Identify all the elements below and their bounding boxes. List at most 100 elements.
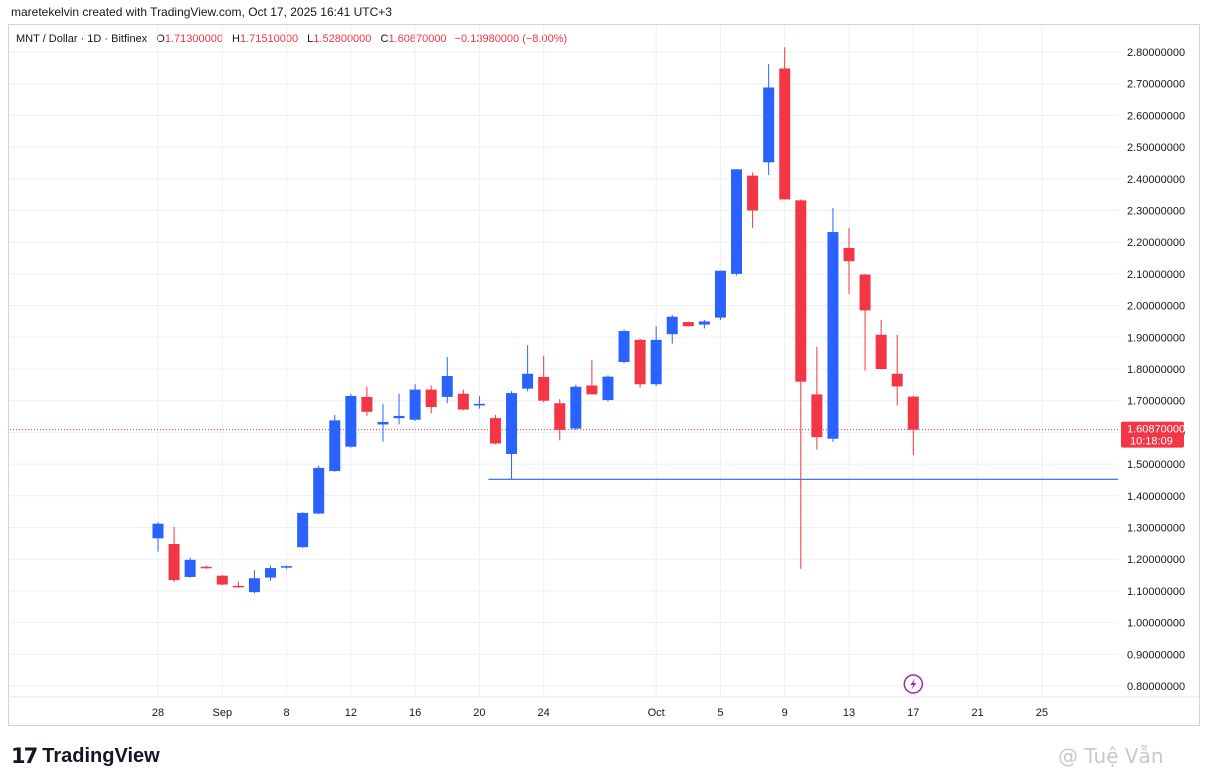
candle xyxy=(297,512,309,548)
candle xyxy=(345,393,357,448)
candle-body xyxy=(570,386,582,429)
candle xyxy=(377,403,389,442)
price-tick-label: 0.80000000 xyxy=(1127,681,1185,693)
candle-body xyxy=(747,175,759,211)
price-axis[interactable]: 2.80000000 2.70000000 2.60000000 2.50000000… xyxy=(1127,47,1185,693)
candle-body xyxy=(843,247,855,262)
candle-body xyxy=(827,232,839,439)
candle-body xyxy=(457,393,469,410)
watermark-text: Tuệ Vẫn xyxy=(1084,744,1164,768)
candle-body xyxy=(329,420,341,472)
candle-body xyxy=(425,389,437,408)
candle xyxy=(457,389,469,411)
time-tick-label: 9 xyxy=(782,707,788,719)
candle-body xyxy=(409,389,421,420)
time-tick-label: Oct xyxy=(648,707,665,719)
candle-body xyxy=(859,274,871,311)
candle xyxy=(554,399,566,441)
candle xyxy=(795,199,807,569)
candle xyxy=(361,386,373,416)
price-tag-countdown: 10:18:09 xyxy=(1130,436,1173,448)
open-label: O xyxy=(156,33,165,45)
time-tick-label: Sep xyxy=(212,707,232,719)
open-value: 1.71300000 xyxy=(164,33,223,45)
candle xyxy=(714,270,726,320)
candle-body xyxy=(554,403,566,430)
candle-body xyxy=(232,585,244,588)
candle xyxy=(570,384,582,430)
price-tick-label: 2.10000000 xyxy=(1127,269,1185,281)
time-tick-label: 5 xyxy=(717,707,723,719)
price-tick-label: 1.30000000 xyxy=(1127,523,1185,535)
candle-body xyxy=(891,373,903,387)
candle-body xyxy=(522,373,534,389)
candle-body xyxy=(602,376,614,401)
candle-body xyxy=(907,396,919,430)
price-tick-label: 1.10000000 xyxy=(1127,586,1185,598)
candle xyxy=(184,557,196,578)
candle-body xyxy=(200,566,212,569)
candle-body xyxy=(441,375,453,397)
candle xyxy=(618,329,630,364)
grid-lines xyxy=(10,26,1199,698)
candle xyxy=(425,385,437,414)
candle xyxy=(473,395,485,409)
candle xyxy=(248,570,260,594)
candle xyxy=(216,575,228,586)
price-tick-label: 1.90000000 xyxy=(1127,332,1185,344)
candle-body xyxy=(795,200,807,382)
candle xyxy=(827,207,839,442)
candle xyxy=(891,334,903,406)
candle-body xyxy=(506,393,518,454)
lightning-icon[interactable] xyxy=(903,674,924,694)
candle xyxy=(152,522,164,552)
current-price-tag: 1.60870000 10:18:09 xyxy=(1121,421,1185,448)
candle-body xyxy=(489,418,501,444)
candle-body xyxy=(811,394,823,438)
time-tick-label: 8 xyxy=(283,707,289,719)
candle-body xyxy=(473,403,485,406)
candle xyxy=(489,414,501,445)
candle-body xyxy=(248,578,260,593)
candle xyxy=(779,47,791,200)
price-tick-label: 0.90000000 xyxy=(1127,649,1185,661)
price-tick-label: 1.50000000 xyxy=(1127,459,1185,471)
candle-body xyxy=(875,334,887,369)
low-label: L xyxy=(307,33,314,45)
price-tick-label: 1.80000000 xyxy=(1127,364,1185,376)
candle xyxy=(650,326,662,387)
candle-body xyxy=(763,87,775,163)
candle xyxy=(281,565,293,569)
candle-body xyxy=(377,421,389,425)
candle xyxy=(586,360,598,395)
price-tick-label: 1.20000000 xyxy=(1127,554,1185,566)
price-tick-label: 2.60000000 xyxy=(1127,110,1185,122)
tradingview-logo[interactable]: 17 TradingView xyxy=(11,744,160,768)
candle xyxy=(763,64,775,175)
candle xyxy=(329,414,341,472)
candle-body xyxy=(618,330,630,363)
candle xyxy=(522,345,534,392)
candle-body xyxy=(168,543,180,581)
symbol-name[interactable]: MNT / Dollar · 1D · Bitfinex xyxy=(16,33,148,45)
high-value: 1.71510000 xyxy=(239,33,299,45)
candle-body xyxy=(281,566,293,568)
candle-body xyxy=(779,68,791,200)
price-tag-box xyxy=(1121,421,1184,448)
candle-body xyxy=(586,385,598,395)
candle xyxy=(393,393,405,425)
candle xyxy=(747,172,759,228)
chart-credit: maretekelvin created with TradingView.co… xyxy=(11,5,392,19)
price-tick-label: 2.40000000 xyxy=(1127,174,1185,186)
time-axis[interactable]: 28 Sep 8 12 16 20 24 Oct 5 9 13 17 21 25 xyxy=(152,707,1048,719)
price-tick-label: 2.70000000 xyxy=(1127,79,1185,91)
candle-body xyxy=(698,321,710,325)
time-tick-label: 24 xyxy=(538,707,550,719)
candle xyxy=(907,395,919,456)
price-tick-label: 2.30000000 xyxy=(1127,206,1185,218)
candle xyxy=(859,273,871,371)
time-tick-label: 16 xyxy=(409,707,421,719)
watermark-at-icon: @ xyxy=(1058,744,1085,768)
close-label: C xyxy=(380,33,389,45)
